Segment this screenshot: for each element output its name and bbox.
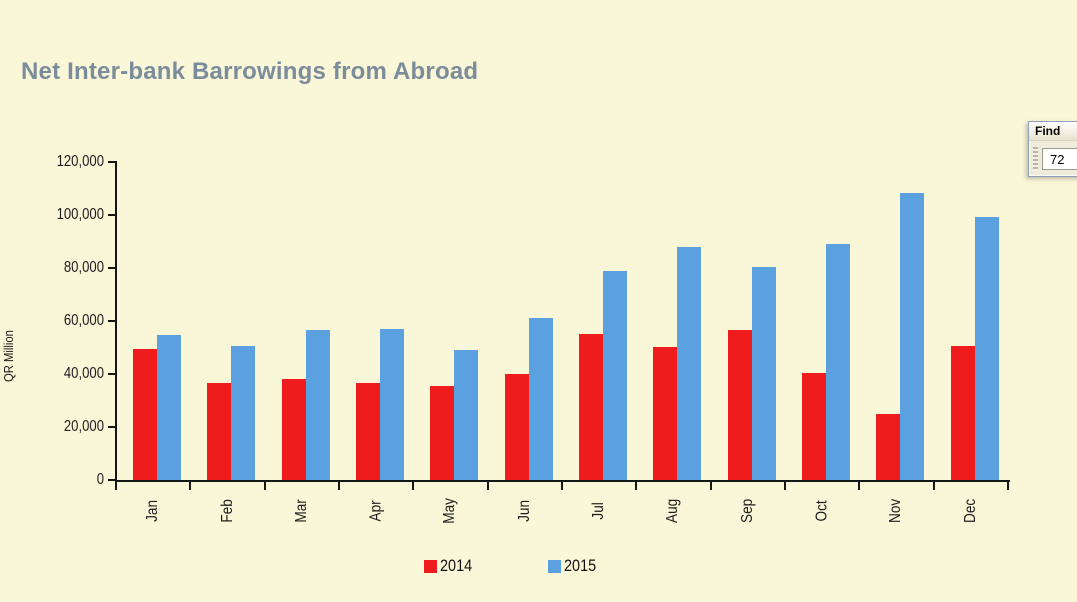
y-axis-tick [108, 161, 116, 163]
x-axis-label-Apr: Apr [367, 500, 385, 522]
x-axis-tick [635, 482, 638, 490]
y-axis-tick-label: 40,000 [63, 365, 104, 382]
y-axis-tick [108, 373, 116, 375]
legend-swatch-2014 [424, 559, 437, 573]
bar-2014-Sep [727, 330, 752, 480]
bar-2015-Oct [826, 243, 850, 480]
y-axis-tick [108, 267, 116, 269]
y-axis-tick-label: 120,000 [56, 153, 104, 170]
x-axis-label-Feb: Feb [218, 499, 236, 523]
x-axis-line [115, 480, 1010, 482]
bar-2014-Aug [653, 346, 678, 480]
x-axis-tick [858, 482, 861, 490]
y-axis-tick [108, 320, 116, 322]
y-axis-tick [108, 426, 116, 428]
x-axis-label-Sep: Sep [738, 498, 756, 523]
x-axis-tick [189, 482, 192, 490]
x-axis-tick [338, 482, 340, 490]
find-title: Find [1035, 124, 1061, 138]
legend-item-2015: 2015 [548, 556, 602, 576]
x-axis-label-Nov: Nov [887, 498, 905, 523]
y-axis-tick-label: 20,000 [63, 418, 104, 435]
bar-2014-Mar [281, 378, 306, 480]
x-axis-label-Oct: Oct [813, 500, 831, 522]
y-axis-tick-label: 100,000 [56, 206, 104, 223]
legend-item-2014: 2014 [424, 556, 478, 576]
x-axis-label-Jun: Jun [515, 499, 533, 522]
y-axis-tick [108, 479, 116, 481]
y-axis-line [115, 161, 117, 482]
page-title: Net Inter-bank Barrowings from Abroad [21, 58, 479, 85]
bar-2015-Aug [677, 246, 702, 480]
x-axis-tick [115, 482, 117, 490]
x-axis-tick [561, 482, 563, 490]
x-axis-tick [486, 482, 489, 490]
bar-2015-Mar [305, 330, 330, 480]
legend-swatch-2015 [548, 559, 561, 573]
find-row [1029, 141, 1077, 171]
bar-2014-Feb [207, 383, 232, 480]
bar-2015-Apr [380, 328, 404, 480]
y-axis-tick-label: 60,000 [63, 312, 104, 329]
bar-2014-May [430, 386, 455, 480]
x-axis-label-Jan: Jan [144, 499, 162, 522]
bar-2015-Jun [528, 317, 553, 480]
x-axis-tick [263, 482, 266, 490]
bar-2014-Apr [356, 383, 380, 480]
find-toolbox-window: Find [1028, 121, 1077, 177]
bar-2014-Jun [504, 374, 529, 480]
y-axis-tick-label: 80,000 [63, 259, 104, 276]
find-titlebar[interactable]: Find [1029, 122, 1077, 141]
x-axis-label-Aug: Aug [664, 498, 682, 523]
bar-2014-Jul [579, 333, 603, 480]
bar-2015-Jan [157, 334, 181, 480]
bar-2015-May [454, 349, 479, 480]
find-input[interactable] [1042, 148, 1077, 170]
bar-2015-Nov [900, 192, 925, 480]
x-axis-label-Mar: Mar [292, 499, 310, 523]
drag-handle-icon[interactable] [1033, 147, 1038, 171]
x-axis-tick [932, 482, 935, 490]
legend-label-2015: 2015 [564, 556, 597, 575]
x-axis-label-Dec: Dec [961, 498, 979, 523]
bar-2015-Sep [751, 267, 776, 480]
bar-2014-Oct [802, 373, 826, 480]
x-axis-tick [1007, 482, 1009, 490]
bar-2015-Dec [974, 216, 999, 480]
bar-2014-Nov [876, 413, 901, 480]
x-axis-tick [709, 482, 712, 490]
x-axis-tick [784, 482, 786, 490]
x-axis-label-May: May [441, 498, 459, 524]
bar-2014-Jan [133, 348, 157, 480]
y-axis-title: QR Million [2, 330, 16, 382]
bar-2015-Jul [603, 271, 627, 480]
y-axis-tick-label: 0 [96, 471, 104, 488]
x-axis-tick [412, 482, 415, 490]
bar-2015-Feb [231, 345, 256, 480]
y-axis-tick [108, 214, 116, 216]
bar-2014-Dec [950, 345, 975, 480]
x-axis-label-Jul: Jul [590, 502, 608, 520]
legend-label-2014: 2014 [440, 556, 473, 575]
